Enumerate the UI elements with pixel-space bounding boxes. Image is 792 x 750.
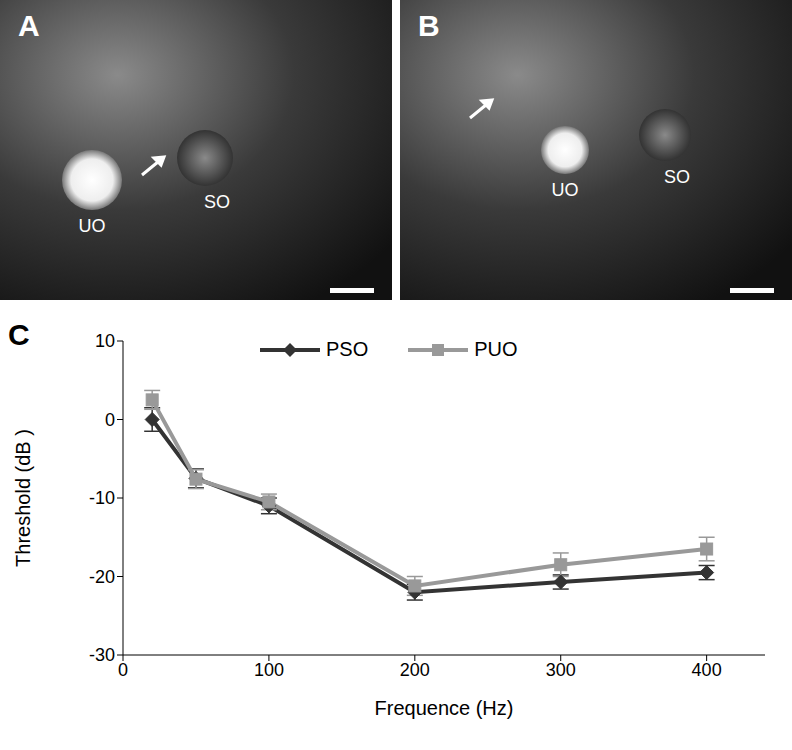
svg-text:300: 300: [546, 660, 576, 680]
svg-text:SO: SO: [664, 167, 690, 187]
svg-text:200: 200: [400, 660, 430, 680]
svg-text:-20: -20: [89, 567, 115, 587]
svg-text:400: 400: [692, 660, 722, 680]
svg-text:-10: -10: [89, 488, 115, 508]
svg-text:0: 0: [118, 660, 128, 680]
svg-text:Threshold (dB ): Threshold (dB ): [12, 429, 34, 567]
svg-text:-30: -30: [89, 645, 115, 665]
svg-text:UO: UO: [79, 216, 106, 236]
svg-text:SO: SO: [204, 192, 230, 212]
html-text:PSO: PSO: [326, 338, 369, 360]
svg-text:0: 0: [105, 410, 115, 430]
svg-text:100: 100: [254, 660, 284, 680]
html-text:PUO: PUO: [474, 338, 518, 360]
svg-text:B: B: [418, 9, 440, 42]
svg-text:A: A: [18, 9, 40, 42]
svg-text:10: 10: [95, 331, 115, 351]
html-text:C: C: [8, 318, 30, 351]
svg-text:UO: UO: [552, 180, 579, 200]
svg-text:Frequence (Hz): Frequence (Hz): [375, 697, 514, 719]
